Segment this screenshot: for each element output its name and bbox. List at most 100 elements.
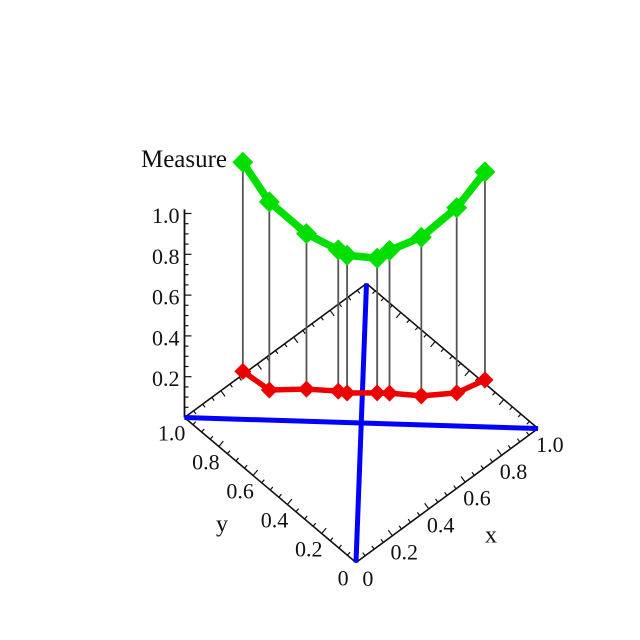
z-axis-tick-label: 0.4 xyxy=(152,325,180,350)
back-left-tick xyxy=(229,383,233,388)
z-axis-tick-label: 0.6 xyxy=(152,285,180,310)
y-axis-tick xyxy=(218,440,224,447)
z-axis-tick-label: 0.2 xyxy=(152,366,180,391)
x-axis-tick xyxy=(407,518,412,523)
lower-curve-line xyxy=(241,369,487,399)
z-axis-tick-label: 1.0 xyxy=(152,203,180,228)
y-axis-tick xyxy=(201,428,205,433)
upper-curve-marker xyxy=(446,197,468,219)
back-right-tick xyxy=(457,362,462,367)
back-right-tick xyxy=(509,406,513,411)
x-axis-tick xyxy=(453,485,457,490)
lower-curve-marker xyxy=(260,381,278,399)
back-right-tick xyxy=(526,420,530,425)
upper-curve-line xyxy=(239,160,488,263)
back-left-tick xyxy=(211,397,215,401)
x-axis-tick xyxy=(416,512,421,516)
back-left-tick xyxy=(356,289,361,294)
back-left-tick xyxy=(220,390,226,397)
upper-curve-marker xyxy=(474,161,496,183)
upper-curve-marker xyxy=(379,239,401,261)
x-axis-tick xyxy=(435,498,439,503)
lower-curve-marker xyxy=(338,384,356,402)
back-right-tick xyxy=(395,312,402,319)
back-left-tick xyxy=(256,363,262,370)
lower-curve-marker xyxy=(381,384,399,402)
x-axis-tick-label: 0.2 xyxy=(391,539,419,564)
lower-curve-marker xyxy=(297,380,315,398)
back-left-tick xyxy=(311,323,315,328)
back-right-tick xyxy=(474,377,479,382)
x-axis-tick xyxy=(387,529,393,537)
back-left-tick xyxy=(284,343,288,348)
upper-curve-marker xyxy=(410,226,432,248)
y-axis-tick-label: 0.8 xyxy=(192,449,220,474)
lower-curve-marker xyxy=(412,387,430,405)
back-left-tick xyxy=(329,309,335,317)
y-axis-tick xyxy=(192,421,197,426)
lower-curve-marker xyxy=(368,384,386,402)
x-axis-tick xyxy=(507,445,512,449)
back-right-tick xyxy=(440,348,445,353)
x-axis-tick xyxy=(526,431,530,436)
x-axis-name: x xyxy=(485,522,497,549)
back-right-tick xyxy=(498,399,505,406)
y-axis-tick-label: 1.0 xyxy=(158,420,186,445)
back-left-tick xyxy=(302,330,306,334)
z-axis-tick-label: 0.8 xyxy=(152,244,180,269)
x-axis-tick-label: 0.6 xyxy=(463,486,491,511)
x-axis-tick xyxy=(471,471,475,476)
y-axis-tick xyxy=(338,544,342,549)
x-axis-tick xyxy=(444,491,448,496)
y-axis-tick xyxy=(312,522,317,527)
lower-curve-marker xyxy=(476,371,494,389)
upper-curve-marker xyxy=(232,151,254,173)
x-axis-tick-label: 0.8 xyxy=(500,459,528,484)
x-axis-tick-label: 1.0 xyxy=(536,432,564,457)
y-axis-tick xyxy=(252,469,259,476)
back-right-tick xyxy=(372,290,376,295)
lower-curve-marker xyxy=(448,384,466,402)
x-axis-tick-label: 0 xyxy=(362,566,373,591)
y-axis-name: y xyxy=(216,511,228,538)
upper-curve-marker xyxy=(258,191,280,213)
y-axis-tick xyxy=(269,486,274,491)
y-axis-tick-label: 0.2 xyxy=(295,536,323,561)
x-axis-tick xyxy=(424,502,430,510)
y-axis-tick-label: 0 xyxy=(338,565,349,590)
y-axis-tick xyxy=(261,479,265,484)
y-axis-tick xyxy=(278,493,282,498)
x-axis-tick xyxy=(380,538,384,543)
back-left-tick xyxy=(320,316,324,321)
y-axis-tick xyxy=(329,537,334,542)
back-right-tick xyxy=(406,319,410,324)
x-axis-tick-label: 0.4 xyxy=(427,512,455,537)
back-right-tick xyxy=(464,370,470,377)
x-axis-tick xyxy=(496,449,503,456)
x-axis-tick xyxy=(480,465,484,470)
back-right-tick xyxy=(430,341,436,348)
base-diagonal-1 xyxy=(184,415,539,431)
y-axis-tick xyxy=(244,464,248,469)
y-axis-tick xyxy=(346,551,351,556)
back-right-tick xyxy=(492,391,496,396)
x-axis-tick xyxy=(516,438,521,443)
y-axis-tick xyxy=(286,498,293,505)
upper-curve-marker xyxy=(336,244,358,266)
back-left-tick xyxy=(275,350,279,355)
back-left-tick xyxy=(238,376,242,381)
back-right-tick xyxy=(380,297,385,302)
z-axis-title: Measure xyxy=(140,146,228,173)
y-axis-tick xyxy=(304,515,308,520)
back-left-tick xyxy=(265,356,270,361)
y-axis-tick xyxy=(209,435,214,440)
lower-curve-marker xyxy=(234,362,252,380)
back-right-tick xyxy=(414,326,419,331)
back-right-tick xyxy=(517,413,522,418)
x-axis-tick xyxy=(371,545,375,550)
back-right-tick xyxy=(449,355,453,360)
back-left-tick xyxy=(338,303,343,308)
y-axis-tick xyxy=(226,450,231,455)
back-left-tick xyxy=(293,336,299,344)
x-axis-tick xyxy=(362,552,366,557)
